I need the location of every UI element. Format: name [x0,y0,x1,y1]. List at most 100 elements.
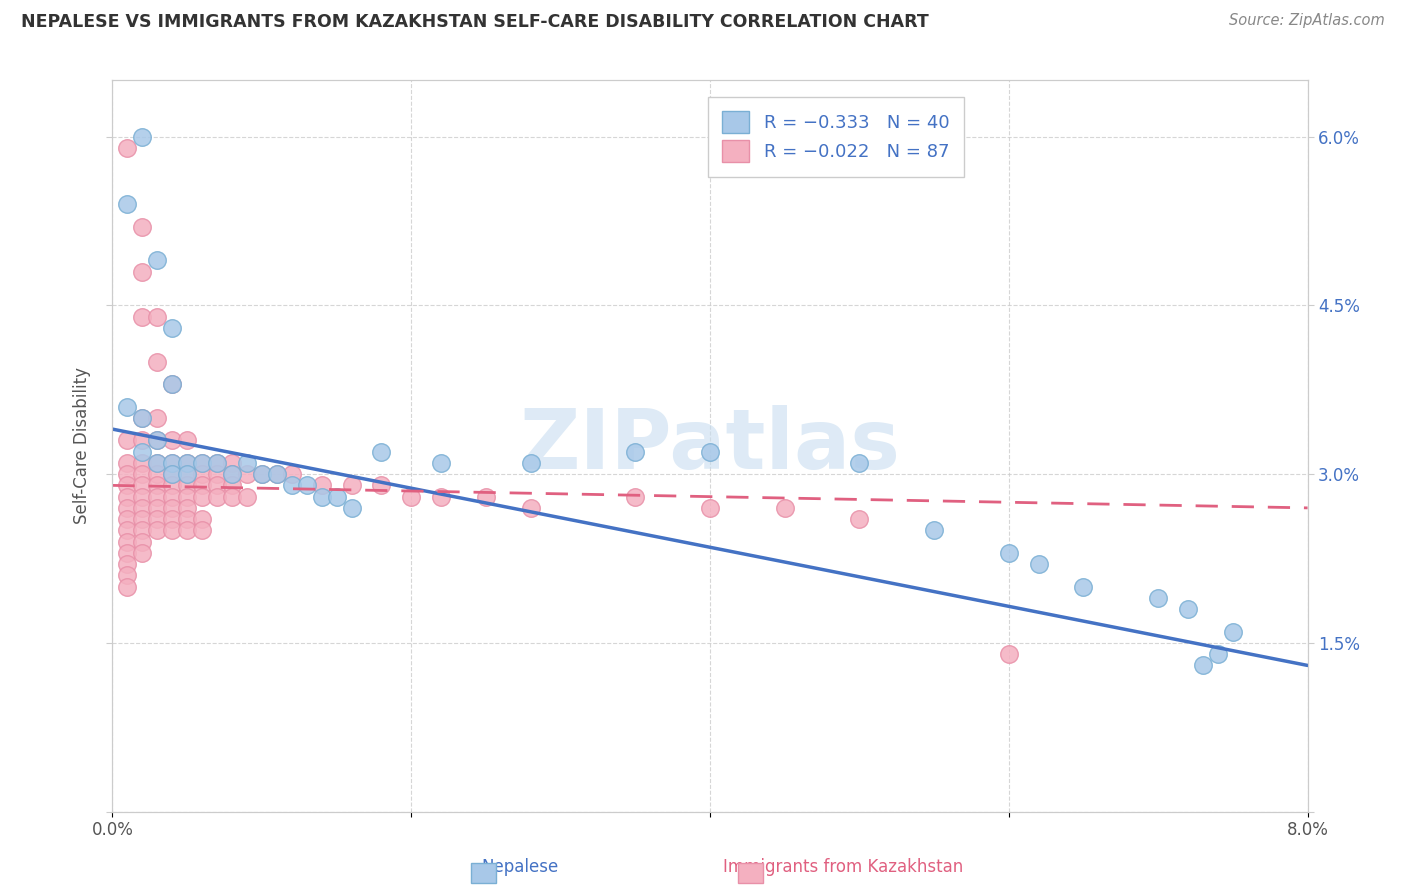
Point [191,456,214,470]
Point [146,310,169,324]
Point [176,524,198,538]
Point [430,456,453,470]
Point [295,478,318,492]
Point [266,467,288,482]
Point [370,478,392,492]
Point [281,467,304,482]
Point [325,490,347,504]
Point [1073,580,1095,594]
Point [340,478,363,492]
Point [146,354,169,368]
Point [117,512,139,526]
Point [117,580,139,594]
Point [370,444,392,458]
Point [340,500,363,515]
Point [146,253,169,268]
Point [146,434,169,448]
Point [176,456,198,470]
Point [131,467,153,482]
Point [176,467,198,482]
Point [221,478,243,492]
Point [117,534,139,549]
Point [430,490,453,504]
Point [176,467,198,482]
Point [221,467,243,482]
Point [922,524,945,538]
Point [250,467,273,482]
Point [117,490,139,504]
Point [1206,647,1229,661]
Point [131,444,153,458]
Point [117,524,139,538]
Point [131,512,153,526]
Point [475,490,498,504]
Point [117,400,139,414]
Point [117,141,139,155]
Point [162,512,183,526]
Point [162,377,183,392]
Point [699,500,721,515]
Legend: R = −0.333   N = 40, R = −0.022   N = 87: R = −0.333 N = 40, R = −0.022 N = 87 [707,96,965,177]
Point [205,456,228,470]
Point [221,490,243,504]
Point [236,490,259,504]
Point [117,434,139,448]
Point [131,534,153,549]
Point [1177,602,1199,616]
Point [221,467,243,482]
Point [624,444,647,458]
Point [162,500,183,515]
Point [266,467,288,482]
Point [146,456,169,470]
Point [191,478,214,492]
Point [176,478,198,492]
Point [250,467,273,482]
Point [191,467,214,482]
Point [146,434,169,448]
Point [131,478,153,492]
Point [131,500,153,515]
Point [191,456,214,470]
Point [520,456,543,470]
Point [131,129,153,144]
Point [1147,591,1170,605]
Point [205,478,228,492]
Point [117,568,139,582]
Point [131,310,153,324]
Point [176,456,198,470]
Point [146,500,169,515]
Point [205,456,228,470]
Point [162,377,183,392]
Point [117,467,139,482]
Point [176,512,198,526]
Point [162,478,183,492]
Point [997,546,1019,560]
Point [117,478,139,492]
Point [131,410,153,425]
Text: Immigrants from Kazakhstan: Immigrants from Kazakhstan [724,858,963,876]
Point [191,490,214,504]
Y-axis label: Self-Care Disability: Self-Care Disability [73,368,91,524]
Point [520,500,543,515]
Point [131,524,153,538]
Text: NEPALESE VS IMMIGRANTS FROM KAZAKHSTAN SELF-CARE DISABILITY CORRELATION CHART: NEPALESE VS IMMIGRANTS FROM KAZAKHSTAN S… [21,13,929,31]
Point [146,410,169,425]
Point [131,434,153,448]
Point [1028,557,1050,571]
Point [117,500,139,515]
Point [162,456,183,470]
Text: ZIPatlas: ZIPatlas [520,406,900,486]
Point [848,456,870,470]
Point [117,557,139,571]
Point [117,546,139,560]
Point [848,512,870,526]
Point [311,478,333,492]
Point [191,524,214,538]
Point [1222,624,1244,639]
Point [1192,658,1215,673]
Text: Source: ZipAtlas.com: Source: ZipAtlas.com [1229,13,1385,29]
Point [146,490,169,504]
Point [146,456,169,470]
Point [131,456,153,470]
Point [162,467,183,482]
